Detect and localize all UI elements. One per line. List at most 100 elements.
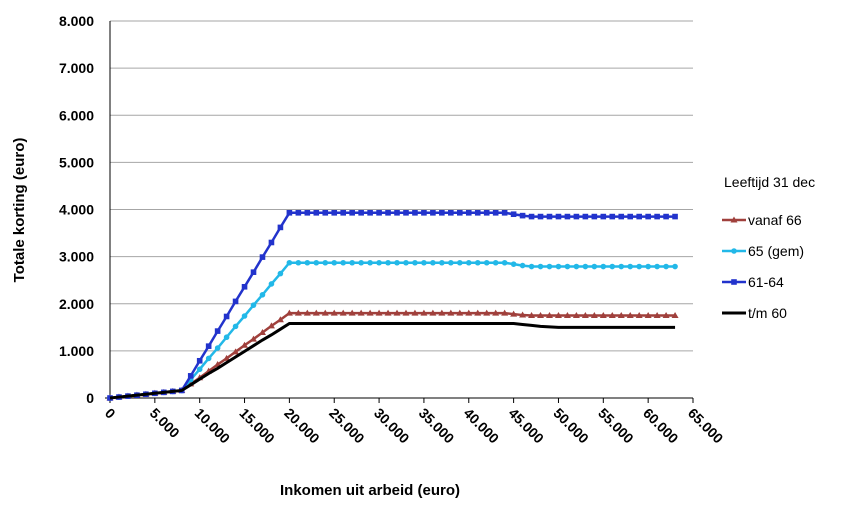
point bbox=[474, 209, 481, 216]
point bbox=[483, 209, 490, 216]
point bbox=[295, 259, 302, 266]
point bbox=[654, 213, 660, 220]
point bbox=[555, 213, 562, 220]
point bbox=[349, 259, 355, 266]
point bbox=[608, 312, 616, 319]
y-tick-label: 3.000 bbox=[59, 249, 94, 265]
point bbox=[474, 309, 482, 316]
point bbox=[609, 213, 616, 220]
point bbox=[367, 209, 373, 216]
point bbox=[501, 209, 508, 216]
point bbox=[348, 309, 356, 316]
point bbox=[465, 209, 472, 216]
series-line bbox=[109, 322, 676, 400]
point bbox=[600, 263, 607, 270]
point bbox=[393, 309, 401, 316]
x-tick-label: 35.000 bbox=[416, 405, 458, 447]
point bbox=[250, 335, 258, 342]
y-tick-label: 0 bbox=[86, 390, 94, 406]
point bbox=[654, 263, 660, 270]
point bbox=[554, 312, 562, 319]
point bbox=[313, 259, 320, 266]
point bbox=[421, 259, 427, 266]
point bbox=[258, 328, 266, 335]
point bbox=[644, 312, 652, 319]
point bbox=[376, 209, 382, 216]
y-axis-title: Totale korting (euro) bbox=[11, 138, 28, 283]
point bbox=[358, 209, 364, 216]
point bbox=[295, 209, 302, 216]
point bbox=[223, 354, 231, 361]
point bbox=[429, 309, 437, 316]
point bbox=[572, 312, 580, 319]
point bbox=[563, 312, 571, 319]
point bbox=[537, 312, 545, 319]
point bbox=[312, 309, 320, 316]
point bbox=[609, 263, 616, 270]
x-tick-label: 55.000 bbox=[595, 405, 637, 447]
point bbox=[474, 259, 481, 266]
point bbox=[268, 239, 275, 246]
point bbox=[223, 313, 230, 320]
point bbox=[581, 312, 589, 319]
point bbox=[672, 263, 678, 270]
point bbox=[412, 259, 418, 266]
point bbox=[277, 224, 284, 231]
point bbox=[519, 262, 526, 269]
point bbox=[510, 261, 517, 267]
point bbox=[321, 309, 329, 316]
x-tick-label: 50.000 bbox=[550, 405, 592, 447]
point bbox=[582, 263, 589, 270]
point bbox=[294, 309, 302, 316]
point bbox=[259, 291, 266, 298]
x-tick-label: 25.000 bbox=[326, 405, 368, 447]
point bbox=[457, 259, 463, 266]
point bbox=[564, 213, 571, 220]
point bbox=[671, 312, 679, 319]
point bbox=[573, 263, 580, 270]
legend-marker bbox=[730, 216, 738, 223]
y-tick-label: 5.000 bbox=[59, 154, 94, 170]
y-tick-label: 6.000 bbox=[59, 107, 94, 123]
point bbox=[564, 263, 571, 270]
point bbox=[268, 281, 275, 287]
point bbox=[546, 263, 553, 270]
point bbox=[250, 269, 257, 275]
point bbox=[286, 209, 293, 216]
y-tick-label: 8.000 bbox=[59, 13, 94, 29]
x-tick-label: 40.000 bbox=[461, 405, 503, 447]
point bbox=[205, 343, 212, 349]
point bbox=[340, 209, 346, 216]
point bbox=[483, 309, 491, 316]
x-tick-label: 65.000 bbox=[685, 405, 727, 447]
point bbox=[448, 209, 454, 216]
point bbox=[465, 259, 472, 266]
point bbox=[322, 259, 329, 266]
legend-label: 61-64 bbox=[748, 274, 784, 290]
point bbox=[645, 213, 651, 220]
point bbox=[465, 309, 473, 316]
point bbox=[214, 328, 221, 334]
point bbox=[438, 309, 446, 316]
x-tick-label: 60.000 bbox=[640, 405, 682, 447]
point bbox=[394, 259, 400, 266]
x-tick-label: 30.000 bbox=[371, 405, 413, 447]
point bbox=[447, 309, 455, 316]
point bbox=[617, 312, 625, 319]
y-tick-label: 4.000 bbox=[59, 202, 94, 218]
x-tick-label: 5.000 bbox=[147, 405, 183, 441]
point bbox=[430, 209, 436, 216]
y-tick-label: 1.000 bbox=[59, 343, 94, 359]
point bbox=[303, 309, 311, 316]
point bbox=[591, 213, 598, 220]
point bbox=[439, 259, 445, 266]
point bbox=[537, 213, 544, 220]
point bbox=[394, 209, 400, 216]
point bbox=[510, 310, 518, 317]
legend-label: vanaf 66 bbox=[748, 212, 802, 228]
point bbox=[196, 357, 203, 364]
point bbox=[259, 254, 266, 260]
point bbox=[402, 309, 410, 316]
point bbox=[492, 259, 499, 266]
point bbox=[313, 209, 320, 216]
